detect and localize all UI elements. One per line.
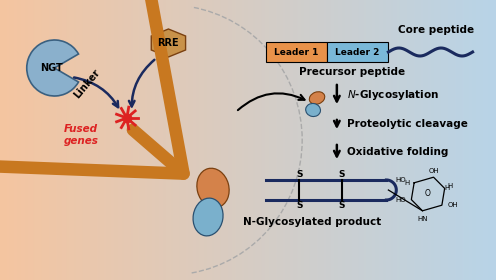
Text: HN: HN [417, 216, 428, 222]
Text: H: H [448, 183, 452, 189]
FancyBboxPatch shape [327, 42, 388, 62]
Text: RRE: RRE [158, 38, 179, 48]
FancyBboxPatch shape [266, 42, 327, 62]
Text: S: S [338, 201, 345, 210]
Wedge shape [27, 40, 78, 96]
Text: OH: OH [428, 168, 439, 174]
Ellipse shape [310, 92, 325, 104]
Text: H: H [444, 185, 450, 192]
Ellipse shape [197, 168, 229, 208]
Text: N-Glycosylated product: N-Glycosylated product [243, 217, 381, 227]
Text: OH: OH [448, 202, 458, 208]
Text: HO: HO [395, 197, 406, 203]
Text: Leader 1: Leader 1 [274, 48, 318, 57]
Text: $\it{N}$-Glycosylation: $\it{N}$-Glycosylation [347, 88, 438, 102]
Text: Fused
genes: Fused genes [64, 124, 98, 146]
Ellipse shape [193, 198, 223, 236]
FancyArrowPatch shape [0, 0, 184, 174]
Text: Linker: Linker [72, 67, 102, 101]
Text: Leader 2: Leader 2 [336, 48, 380, 57]
Text: Precursor peptide: Precursor peptide [298, 67, 405, 77]
Text: Proteolytic cleavage: Proteolytic cleavage [347, 119, 468, 129]
Text: Core peptide: Core peptide [398, 25, 474, 35]
Polygon shape [152, 29, 186, 57]
Text: S: S [296, 201, 302, 210]
Text: HO: HO [395, 177, 406, 183]
Ellipse shape [306, 104, 320, 116]
Text: S: S [338, 170, 345, 179]
Text: NGT: NGT [40, 63, 63, 73]
Text: H: H [404, 180, 410, 186]
Text: O: O [425, 190, 431, 199]
Text: S: S [296, 170, 302, 179]
Text: Oxidative folding: Oxidative folding [347, 147, 448, 157]
